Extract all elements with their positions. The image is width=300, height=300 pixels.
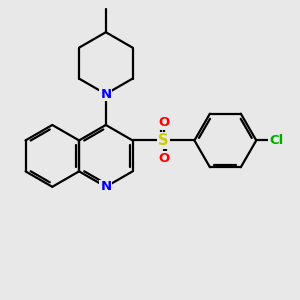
- Text: O: O: [158, 152, 169, 165]
- Text: Cl: Cl: [269, 134, 284, 147]
- Text: N: N: [100, 88, 111, 100]
- Text: O: O: [158, 116, 169, 129]
- Text: S: S: [158, 133, 169, 148]
- Text: N: N: [100, 180, 111, 193]
